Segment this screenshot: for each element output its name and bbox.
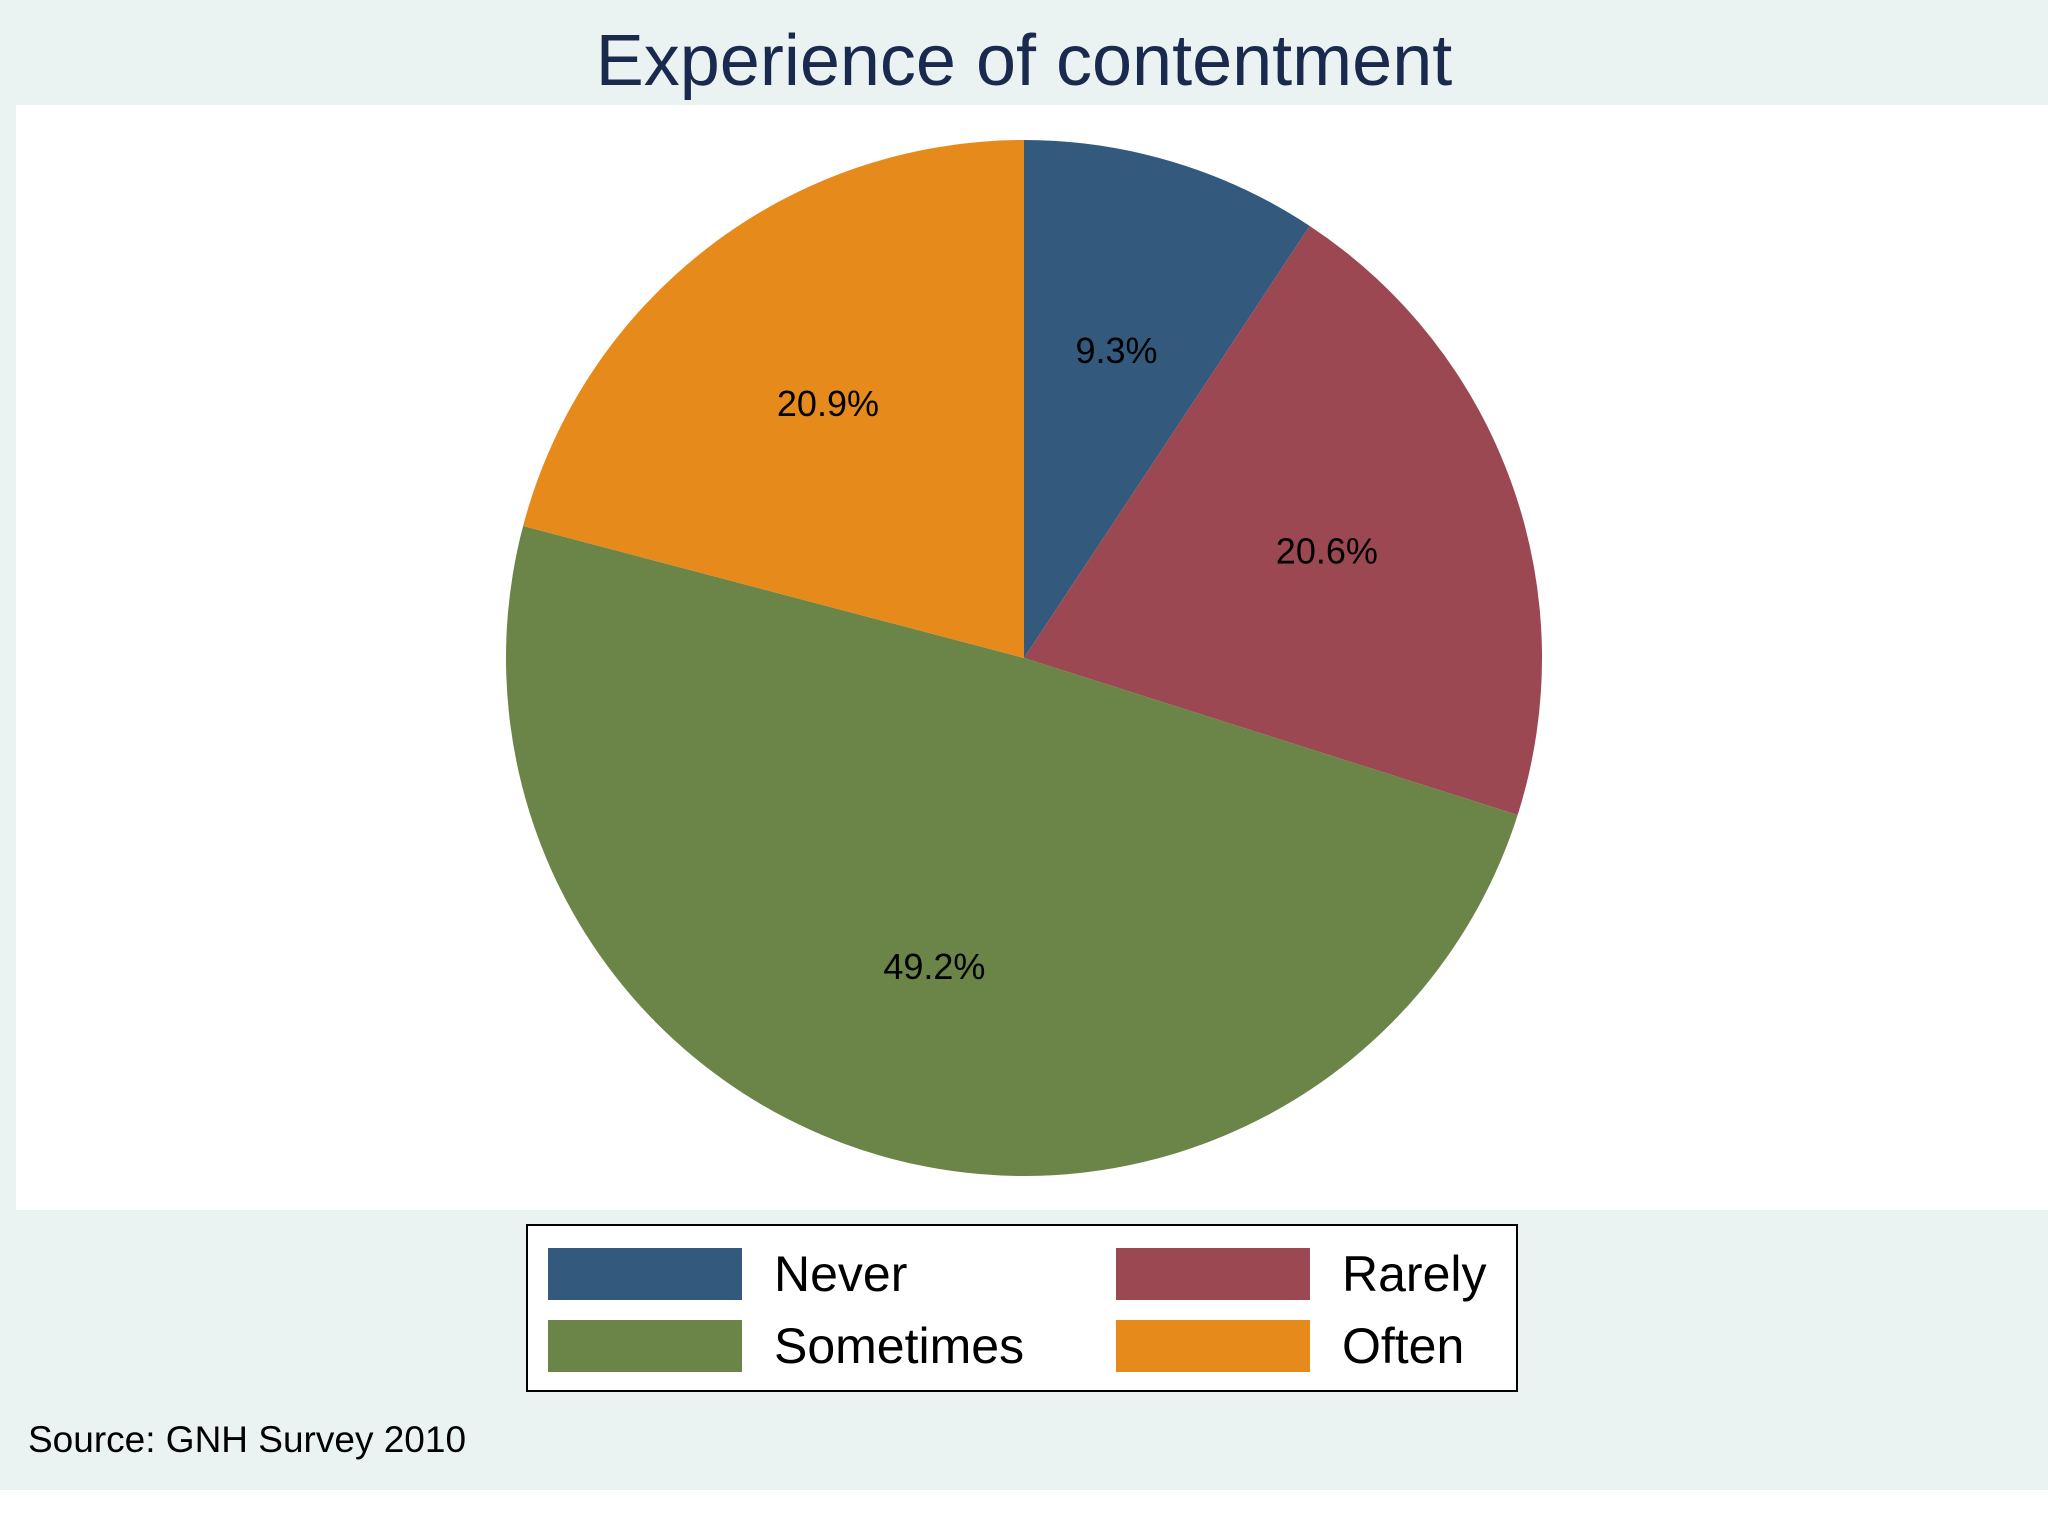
legend-label-rarely: Rarely — [1342, 1246, 1487, 1302]
source-note: Source: GNH Survey 2010 — [28, 1419, 467, 1460]
pie-slice-rarely — [1024, 225, 1542, 815]
legend-label-sometimes: Sometimes — [774, 1318, 1025, 1374]
plot-area: 9.3% 20.6% 49.2% 20.9% — [16, 105, 2048, 1210]
slice-label-never: 9.3% — [1075, 330, 1157, 371]
legend: Never Rarely Sometimes Often — [526, 1224, 1518, 1392]
pie-slice-sometimes — [506, 526, 1518, 1176]
slice-label-rarely: 20.6% — [1276, 531, 1378, 572]
pie-slice-often — [523, 140, 1024, 658]
legend-swatch-sometimes — [548, 1320, 742, 1372]
slice-label-sometimes: 49.2% — [883, 946, 985, 987]
pie-slice-never — [1024, 140, 1310, 658]
slice-label-often: 20.9% — [777, 383, 879, 424]
chart-title: Experience of contentment — [595, 21, 1453, 101]
legend-swatch-often — [1116, 1320, 1310, 1372]
legend-swatch-never — [548, 1248, 742, 1300]
pie-chart: 9.3% 20.6% 49.2% 20.9% — [506, 140, 1542, 1176]
legend-label-never: Never — [774, 1246, 908, 1302]
legend-label-often: Often — [1342, 1318, 1465, 1374]
chart-frame: Experience of contentment 9.3% 20.6% 49.2%… — [0, 0, 2048, 1490]
legend-swatch-rarely — [1116, 1248, 1310, 1300]
